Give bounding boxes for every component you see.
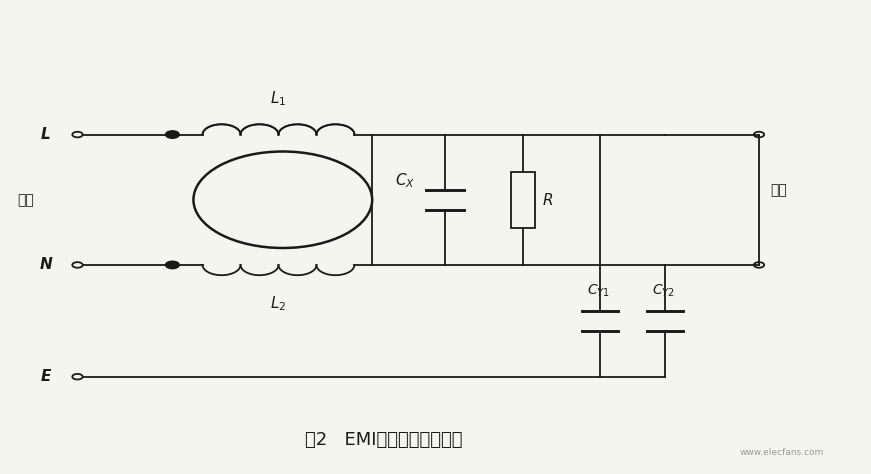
Text: E: E (40, 369, 51, 384)
Text: $C_X$: $C_X$ (395, 172, 415, 191)
Text: 负载: 负载 (770, 183, 787, 198)
Text: 图2   EMI电源滤波网络结构: 图2 EMI电源滤波网络结构 (305, 430, 463, 448)
Circle shape (165, 131, 179, 138)
Text: $L_2$: $L_2$ (270, 294, 287, 312)
Text: www.elecfans.com: www.elecfans.com (739, 447, 824, 456)
Text: 电源: 电源 (17, 193, 34, 207)
Bar (510, 172, 535, 228)
Text: $L_1$: $L_1$ (270, 89, 287, 108)
Text: $R$: $R$ (542, 192, 553, 208)
Text: N: N (39, 257, 52, 273)
Text: $C_{Y2}$: $C_{Y2}$ (652, 283, 675, 299)
Circle shape (165, 261, 179, 269)
Text: $C_{Y1}$: $C_{Y1}$ (587, 283, 610, 299)
Text: L: L (41, 127, 51, 142)
